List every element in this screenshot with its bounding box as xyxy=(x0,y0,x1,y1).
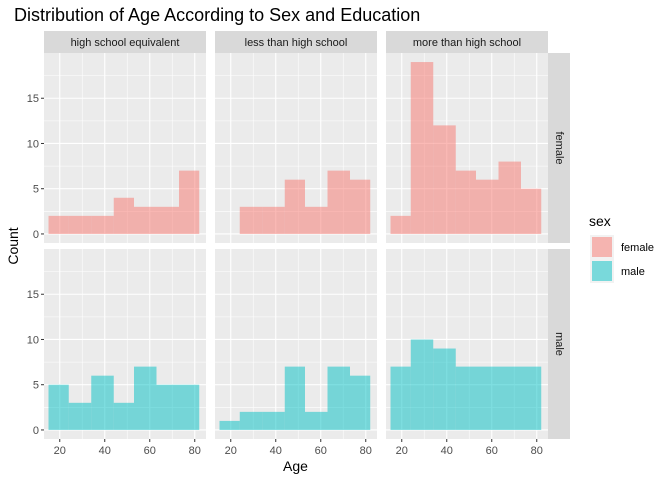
histogram-bar xyxy=(433,348,456,430)
legend-swatch-male xyxy=(592,261,612,281)
x-tick-label: 20 xyxy=(225,445,237,457)
histogram-bar xyxy=(113,197,134,234)
histogram-bar xyxy=(350,179,371,234)
histogram-bar xyxy=(134,366,157,430)
histogram-bar xyxy=(498,366,521,430)
facet-strip-2 xyxy=(386,31,548,53)
panel-male-0 xyxy=(44,249,206,439)
y-tick-label: 10 xyxy=(27,334,39,346)
x-tick-label: 60 xyxy=(315,445,327,457)
histogram-bar xyxy=(219,420,240,430)
chart-title: Distribution of Age According to Sex and… xyxy=(14,5,420,25)
facet-strip-label: high school equivalent xyxy=(71,37,180,49)
histogram-bar xyxy=(521,366,542,430)
histogram-bar xyxy=(179,384,200,430)
histogram-bar xyxy=(410,62,434,234)
x-tick-label: 60 xyxy=(486,445,498,457)
histogram-bar xyxy=(262,206,285,234)
histogram-bar xyxy=(327,366,350,430)
histogram-bar xyxy=(327,170,350,234)
y-tick-label: 0 xyxy=(33,229,39,241)
legend-label: female xyxy=(621,242,654,254)
histogram-bar xyxy=(455,170,476,234)
histogram-bar xyxy=(305,411,328,430)
x-tick-label: 40 xyxy=(441,445,453,457)
panel-female-0 xyxy=(44,53,206,243)
histogram-bar xyxy=(48,215,69,234)
facet-panels: high school equivalent less than high sch… xyxy=(44,31,570,439)
histogram-bar xyxy=(262,411,285,430)
histogram-bar xyxy=(134,206,157,234)
x-tick-label: 60 xyxy=(144,445,156,457)
panel-female-1 xyxy=(215,53,377,243)
histogram-bar xyxy=(390,366,411,430)
axes: 0 5 10 15 0 5 10 15 20 40 60 80 20 40 60 80 20 40 60 80 xyxy=(27,93,543,457)
panel-male-1 xyxy=(215,249,377,439)
legend: sex female male xyxy=(589,213,654,283)
facet-strip-label: less than high school xyxy=(245,37,348,49)
x-tick-label: 80 xyxy=(531,445,543,457)
row-strip-0 xyxy=(548,53,570,243)
x-tick-label: 20 xyxy=(54,445,66,457)
x-tick-label: 40 xyxy=(99,445,111,457)
legend-label: male xyxy=(621,266,645,278)
panel-male-2 xyxy=(386,249,548,439)
histogram-bar xyxy=(390,215,411,234)
histogram-bar xyxy=(68,402,92,430)
histogram-bar xyxy=(476,179,499,234)
histogram-bar xyxy=(68,215,92,234)
y-tick-label: 15 xyxy=(27,93,39,105)
x-axis-title: Age xyxy=(283,458,308,474)
x-tick-label: 40 xyxy=(270,445,282,457)
histogram-bar xyxy=(48,384,69,430)
histogram-bar xyxy=(433,125,456,234)
x-tick-label: 80 xyxy=(360,445,372,457)
legend-swatch-female xyxy=(592,237,612,257)
row-strip-label: female xyxy=(553,131,565,164)
histogram-bar xyxy=(455,366,476,430)
panel-female-2 xyxy=(386,53,548,243)
facet-strip-0 xyxy=(44,31,206,53)
histogram-bar xyxy=(498,161,521,234)
legend-title: sex xyxy=(589,213,611,229)
histogram-bar xyxy=(113,402,134,430)
histogram-bar xyxy=(239,411,263,430)
y-tick-label: 5 xyxy=(33,380,39,392)
histogram-bar xyxy=(284,179,305,234)
row-strip-1 xyxy=(548,249,570,439)
histogram-bar xyxy=(284,366,305,430)
histogram-bar xyxy=(350,375,371,430)
x-tick-label: 20 xyxy=(396,445,408,457)
histogram-bar xyxy=(179,170,200,234)
histogram-bar xyxy=(521,188,542,234)
y-axis-title: Count xyxy=(5,227,21,264)
y-tick-label: 15 xyxy=(27,289,39,301)
histogram-bar xyxy=(410,339,434,430)
histogram-bar xyxy=(156,206,179,234)
histogram-bar xyxy=(91,215,114,234)
histogram-bar xyxy=(476,366,499,430)
y-tick-label: 0 xyxy=(33,425,39,437)
histogram-bar xyxy=(91,375,114,430)
histogram-bar xyxy=(156,384,179,430)
histogram-bar xyxy=(305,206,328,234)
x-tick-label: 80 xyxy=(189,445,201,457)
y-tick-label: 10 xyxy=(27,138,39,150)
y-tick-label: 5 xyxy=(33,184,39,196)
facet-strip-1 xyxy=(215,31,377,53)
row-strip-label: male xyxy=(553,332,565,356)
facet-strip-label: more than high school xyxy=(413,37,521,49)
histogram-bar xyxy=(239,206,263,234)
